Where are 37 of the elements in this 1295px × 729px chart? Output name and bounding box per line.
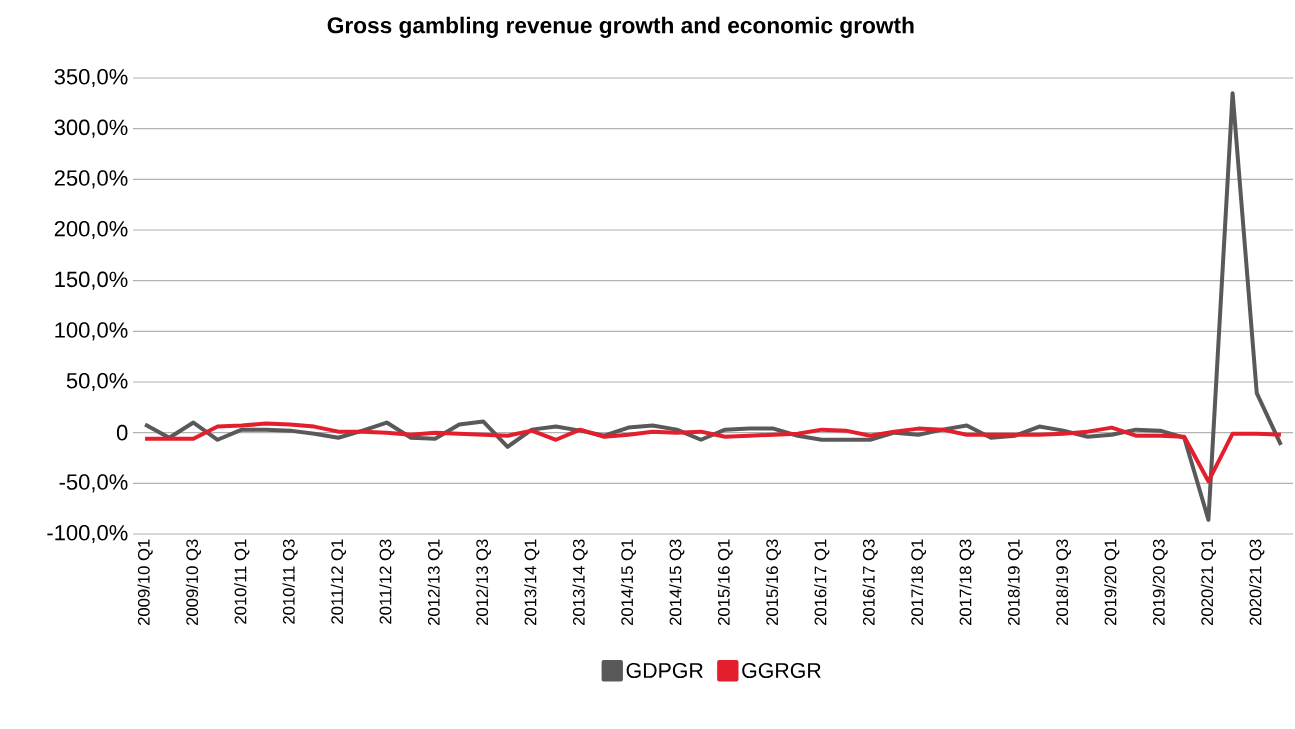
y-tick-label: -100,0% xyxy=(47,524,128,544)
x-tick-label: 2019/20 Q1 xyxy=(1104,539,1120,625)
x-tick-label: 2017/18 Q1 xyxy=(910,539,927,625)
y-tick-label: 100,0% xyxy=(55,322,128,341)
x-tick-label: 2018/19 Q3 xyxy=(1055,539,1072,625)
x-tick-label: 2012/13 Q1 xyxy=(427,539,443,625)
x-tick-label: 2013/14 Q1 xyxy=(524,539,540,625)
x-tick-label: 2012/13 Q3 xyxy=(475,539,492,625)
x-tick-label: 2016/17 Q3 xyxy=(862,539,878,625)
x-tick-label: 2009/10 Q1 xyxy=(137,539,153,625)
x-tick-label: 2013/14 Q3 xyxy=(572,539,588,625)
y-tick-label: 300,0% xyxy=(54,119,128,138)
y-tick-label: 250,0% xyxy=(54,170,128,189)
x-tick-label: 2020/21 Q3 xyxy=(1249,539,1265,625)
x-tick-label: 2011/12 Q1 xyxy=(330,539,347,624)
y-tick-label: 0 xyxy=(116,424,128,441)
x-tick-label: 2011/12 Q3 xyxy=(379,539,395,624)
y-tick-label: 200,0% xyxy=(54,220,128,240)
x-tick-label: 2015/16 Q1 xyxy=(717,539,733,625)
chart-title: Gross gambling revenue growth and economic growth xyxy=(327,16,914,38)
x-tick-label: 2014/15 Q3 xyxy=(669,539,685,625)
x-tick-label: 2015/16 Q3 xyxy=(765,539,782,625)
y-tick-label: 150,0% xyxy=(55,271,128,290)
legend-label: GDPGR xyxy=(626,662,703,679)
y-tick-label: 50,0% xyxy=(66,372,128,392)
x-tick-label: 2014/15 Q1 xyxy=(620,539,637,625)
y-tick-label: 350,0% xyxy=(54,68,128,88)
legend-label: GGRGR xyxy=(742,662,821,679)
x-tick-label: 2018/19 Q1 xyxy=(1007,539,1023,625)
x-tick-label: 2020/21 Q1 xyxy=(1200,539,1217,625)
x-tick-label: 2010/11 Q3 xyxy=(282,539,298,624)
x-tick-label: 2017/18 Q3 xyxy=(959,539,975,625)
x-tick-label: 2016/17 Q1 xyxy=(814,539,830,625)
x-tick-label: 2009/10 Q3 xyxy=(185,539,202,625)
x-tick-label: 2010/11 Q1 xyxy=(234,539,250,624)
x-tick-label: 2019/20 Q3 xyxy=(1152,539,1168,625)
y-tick-label: -50,0% xyxy=(59,474,128,493)
